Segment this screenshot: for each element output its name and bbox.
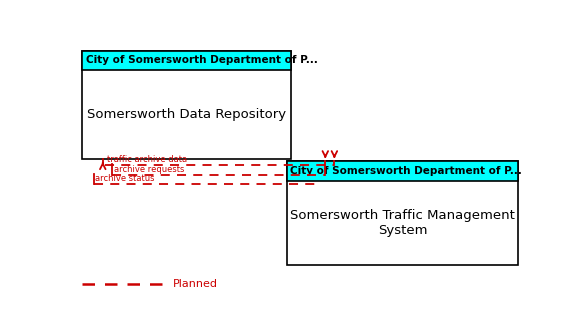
Bar (287, 161, 519, 265)
Text: archive status: archive status (94, 174, 154, 183)
Text: archive requests: archive requests (114, 165, 185, 174)
Text: traffic archive data: traffic archive data (107, 155, 188, 164)
Bar (82, 51, 291, 159)
Text: Somersworth Traffic Management
System: Somersworth Traffic Management System (290, 209, 515, 237)
Text: Somersworth Data Repository: Somersworth Data Repository (87, 108, 287, 121)
Bar (287, 161, 519, 181)
Text: Planned: Planned (173, 279, 218, 289)
Text: City of Somersworth Department of P...: City of Somersworth Department of P... (86, 55, 318, 65)
Bar (82, 51, 291, 70)
Text: City of Somersworth Department of P...: City of Somersworth Department of P... (290, 166, 522, 176)
